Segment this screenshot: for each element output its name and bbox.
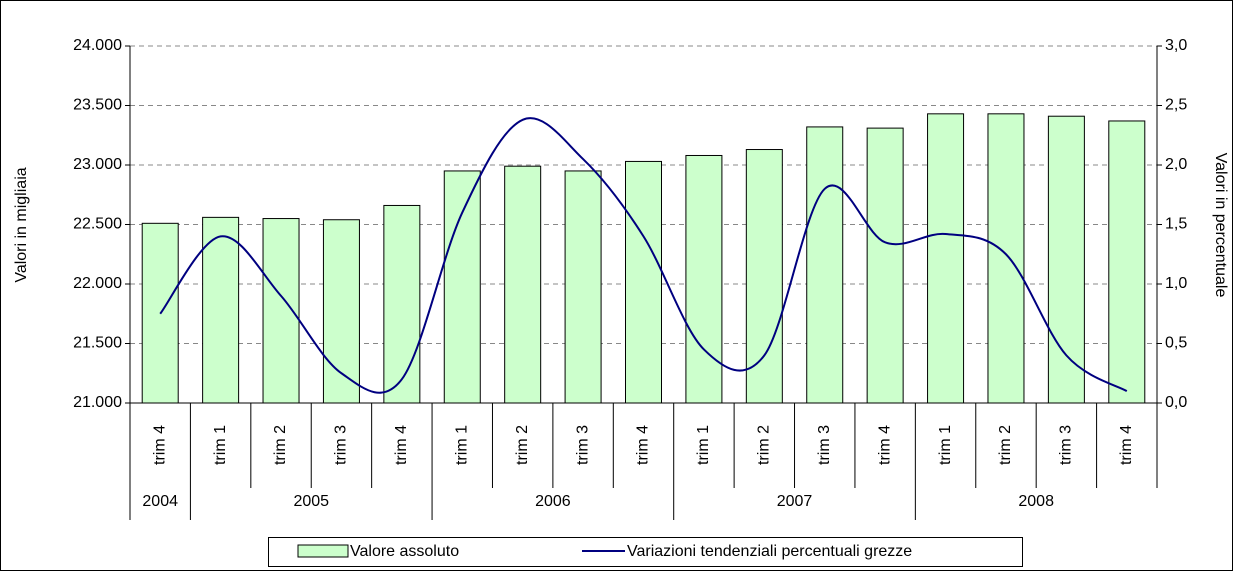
x-tick-label: trim 4 (393, 425, 410, 465)
y2-tick-label: 0,0 (1165, 394, 1187, 411)
y2-tick-label: 2,0 (1165, 156, 1187, 173)
group-label: 2008 (1018, 493, 1054, 510)
x-tick-label: trim 1 (212, 425, 229, 465)
y-axis-title: Valori in migliaia (13, 167, 30, 282)
bar (443, 170, 481, 404)
legend-swatch (297, 544, 349, 558)
bar (806, 126, 844, 404)
y2-tick-label: 2,5 (1165, 97, 1187, 114)
legend-label: Valore assoluto (350, 543, 459, 560)
bar (685, 154, 723, 404)
x-tick-label: trim 4 (151, 425, 168, 465)
y-tick-label: 21.500 (73, 335, 122, 352)
y-tick-label: 22.500 (73, 216, 122, 233)
y-tick-label: 21.000 (73, 394, 122, 411)
x-tick-label: trim 2 (756, 425, 773, 465)
x-tick-label: trim 2 (997, 425, 1014, 465)
legend-label: Variazioni tendenziali percentuali grezz… (627, 543, 912, 560)
y-tick-label: 24.000 (73, 37, 122, 54)
group-label: 2006 (535, 493, 571, 510)
x-tick-label: trim 3 (333, 425, 350, 465)
x-tick-label: trim 2 (514, 425, 531, 465)
line (159, 117, 1128, 394)
y-tick-label: 23.500 (73, 97, 122, 114)
bar (987, 113, 1025, 404)
group-label: 2004 (142, 493, 178, 510)
bar (1047, 115, 1085, 404)
x-tick-label: trim 1 (453, 425, 470, 465)
x-tick-label: trim 1 (695, 425, 712, 465)
bar (564, 170, 602, 404)
y-tick-label: 22.000 (73, 275, 122, 292)
group-label: 2005 (293, 493, 329, 510)
x-tick-label: trim 1 (937, 425, 954, 465)
y2-axis-title: Valori in percentuale (1212, 153, 1229, 298)
y2-tick-label: 1,5 (1165, 216, 1187, 233)
x-tick-label: trim 2 (272, 425, 289, 465)
bar (625, 160, 662, 404)
x-tick-label: trim 4 (876, 425, 893, 465)
bar (322, 219, 360, 404)
x-tick-label: trim 4 (635, 425, 652, 465)
bar (745, 149, 783, 404)
bar (202, 216, 240, 404)
legend-box (268, 537, 1023, 567)
bar (504, 165, 542, 404)
x-tick-label: trim 3 (574, 425, 591, 465)
y2-tick-label: 3,0 (1165, 37, 1187, 54)
x-tick-label: trim 4 (1118, 425, 1135, 465)
bar (383, 204, 421, 404)
bar (1108, 120, 1146, 404)
group-label: 2007 (777, 493, 813, 510)
bar (927, 113, 965, 404)
y-tick-label: 23.000 (73, 156, 122, 173)
y2-tick-label: 1,0 (1165, 275, 1187, 292)
bar (866, 127, 904, 404)
x-tick-label: trim 3 (816, 425, 833, 465)
y2-tick-label: 0,5 (1165, 335, 1187, 352)
x-tick-label: trim 3 (1058, 425, 1075, 465)
